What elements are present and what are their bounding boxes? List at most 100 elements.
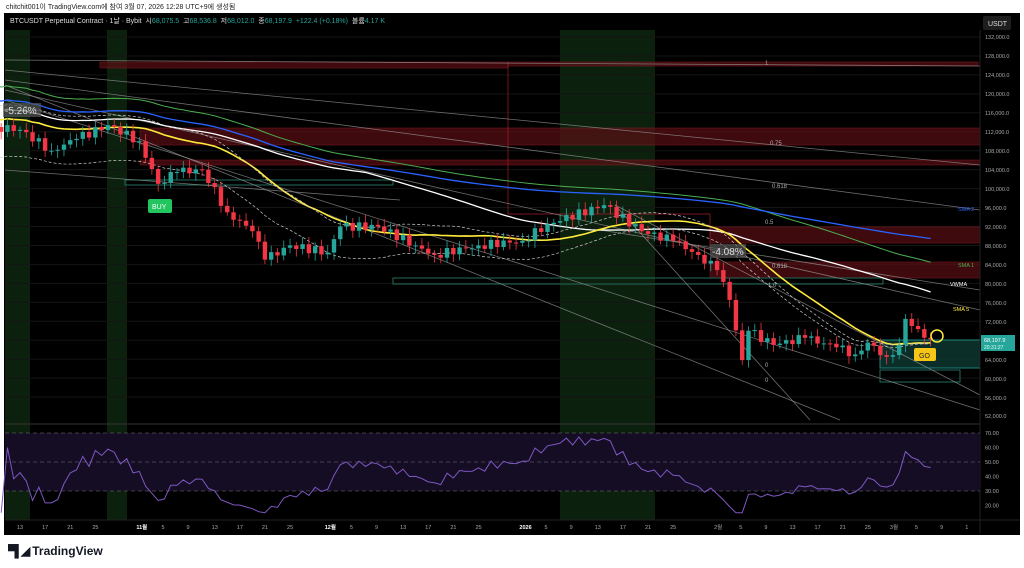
candle <box>696 251 701 255</box>
trendline <box>4 59 981 67</box>
high-value: 68,536.8 <box>189 18 217 25</box>
rsi-line <box>0 436 931 514</box>
candle <box>727 281 732 300</box>
candle <box>783 340 789 344</box>
candle <box>903 318 908 345</box>
resistance-zone <box>139 159 981 166</box>
low-value: 68,012.0 <box>227 18 255 25</box>
date-tick: 13 <box>595 525 601 531</box>
rsi-tick: 30.00 <box>985 489 999 495</box>
candle <box>24 129 29 133</box>
candle <box>834 343 839 348</box>
candle <box>68 140 73 145</box>
candle <box>620 213 626 218</box>
candle <box>168 172 173 183</box>
candle <box>426 248 431 254</box>
sma1-line <box>0 85 931 263</box>
candle <box>802 335 808 338</box>
trendline <box>4 99 981 411</box>
date-tick: 13 <box>789 525 795 531</box>
rsi-tick: 20.00 <box>985 504 999 510</box>
candle <box>532 228 538 241</box>
price-tick: 72,000.0 <box>985 320 1006 326</box>
candle <box>438 254 443 258</box>
candle <box>118 126 123 135</box>
price-tick: 76,000.0 <box>985 301 1006 307</box>
bollinger-upper <box>0 104 931 346</box>
volume-value: 4.17 K <box>364 18 386 25</box>
date-tick: 5 <box>915 525 918 531</box>
candle <box>143 141 148 158</box>
candle <box>878 345 883 356</box>
price-tick: 132,000.0 <box>985 35 1009 41</box>
fib-label: 0 <box>765 363 769 369</box>
candle <box>105 125 111 131</box>
candle <box>526 240 531 242</box>
date-tick: 17 <box>42 525 48 531</box>
date-tick: 2월 <box>714 523 722 531</box>
candle <box>859 350 864 355</box>
vwma-line <box>0 108 931 293</box>
candle <box>269 252 274 260</box>
candle <box>130 130 136 143</box>
support-zone <box>879 369 961 383</box>
date-tick: 9 <box>940 525 943 531</box>
candle <box>928 337 933 340</box>
tradingview-logo-icon: ▀▌◢ <box>8 544 30 558</box>
fib-label: 0.5 <box>765 220 774 226</box>
candle <box>363 222 368 230</box>
rsi-tick: 70.00 <box>985 431 999 437</box>
candle <box>306 244 312 254</box>
date-tick: 5 <box>545 525 548 531</box>
candle <box>112 125 117 127</box>
high-label: 고 <box>183 18 190 25</box>
candle <box>714 260 720 271</box>
candle <box>608 205 613 207</box>
trendline <box>4 69 981 166</box>
logo-text: TradingView <box>32 544 103 558</box>
date-tick: 17 <box>620 525 626 531</box>
sma2-line <box>0 99 931 240</box>
candle <box>137 141 142 143</box>
low-label: 저 <box>220 18 228 25</box>
price-tick: 120,000.0 <box>985 92 1009 98</box>
candle <box>237 219 242 221</box>
candle <box>557 221 563 223</box>
date-tick: 13 <box>400 525 406 531</box>
candle <box>419 245 425 249</box>
candle <box>495 239 500 247</box>
indicator-label: SMA 5 <box>953 307 969 313</box>
price-chart[interactable]: 1 0.75 0.618 0.5 0.618 1.0 0 0 -5.26% -4.08% BUY GO… <box>0 0 1024 540</box>
range-box <box>507 62 711 250</box>
date-tick: 9 <box>570 525 573 531</box>
candle <box>614 206 619 218</box>
candle <box>463 247 469 249</box>
date-tick: 25 <box>865 525 871 531</box>
open-label: 시 <box>145 18 152 25</box>
candle <box>312 246 318 254</box>
buy-label: BUY <box>152 204 167 211</box>
close-value: 68,197.9 <box>264 18 292 25</box>
date-tick: 25 <box>475 525 481 531</box>
trendline <box>614 204 811 421</box>
candle <box>520 240 525 243</box>
bollinger-lower <box>0 155 931 348</box>
sma5-line <box>0 117 931 346</box>
candle <box>99 127 104 131</box>
candle <box>17 129 23 131</box>
candle <box>796 335 801 345</box>
indicator-label: SMA 1 <box>958 263 974 269</box>
pct-label-1: -5.26% <box>5 106 37 117</box>
candle <box>708 260 713 264</box>
candle <box>809 336 814 338</box>
candle <box>287 245 293 248</box>
candle <box>513 242 519 244</box>
rsi-tick: 50.00 <box>985 460 999 466</box>
countdown: 20:31:27 <box>984 345 1004 351</box>
date-tick: 2026 <box>519 525 531 531</box>
tradingview-logo[interactable]: ▀▌◢ TradingView <box>8 544 103 558</box>
symbol-title[interactable]: BTCUSDT Perpetual Contract · 1날 · Bybit <box>10 18 142 25</box>
candle <box>840 345 845 348</box>
price-tick: 64,000.0 <box>985 358 1006 364</box>
date-tick: 21 <box>840 525 846 531</box>
